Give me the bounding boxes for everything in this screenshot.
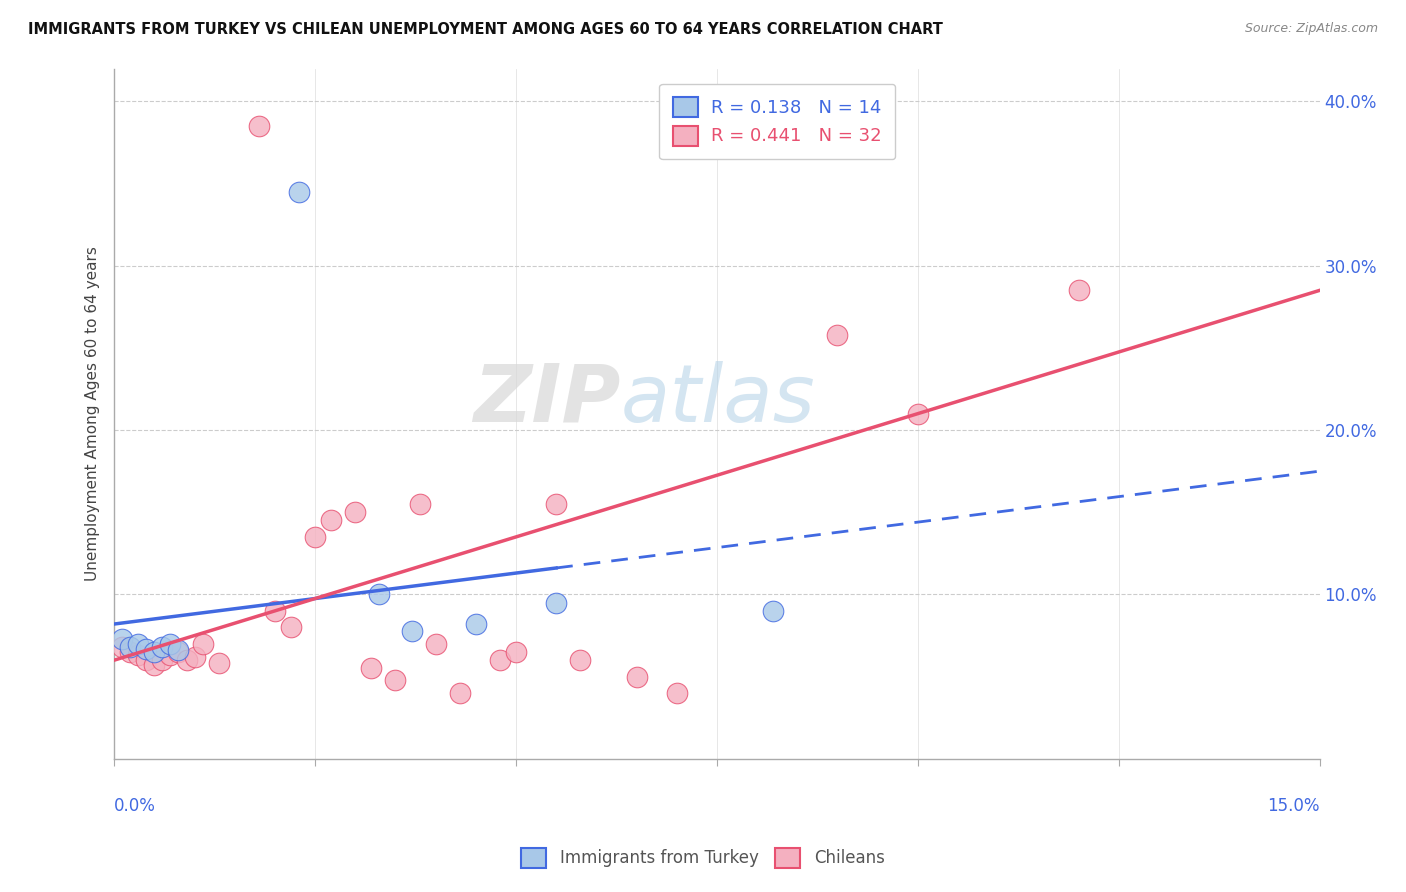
Text: Source: ZipAtlas.com: Source: ZipAtlas.com [1244, 22, 1378, 36]
Point [111, 632, 134, 646]
Text: atlas: atlas [620, 361, 815, 439]
Point [360, 661, 382, 675]
Point [152, 653, 174, 667]
Point [183, 649, 205, 664]
Point [665, 686, 688, 700]
Point [907, 407, 929, 421]
Point [280, 620, 302, 634]
Point [546, 497, 568, 511]
Y-axis label: Unemployment Among Ages 60 to 64 years: Unemployment Among Ages 60 to 64 years [86, 246, 100, 581]
Point [167, 645, 190, 659]
Point [127, 648, 149, 663]
Point [489, 653, 512, 667]
Text: ZIP: ZIP [472, 361, 620, 439]
Text: 15.0%: 15.0% [1267, 797, 1320, 814]
Point [401, 624, 423, 638]
Point [368, 587, 391, 601]
Point [159, 648, 181, 663]
Point [167, 643, 190, 657]
Point [321, 513, 343, 527]
Point [762, 604, 785, 618]
Point [159, 637, 181, 651]
Point [546, 596, 568, 610]
Legend: Immigrants from Turkey, Chileans: Immigrants from Turkey, Chileans [515, 841, 891, 875]
Point [247, 119, 270, 133]
Point [1067, 284, 1090, 298]
Point [264, 604, 287, 618]
Point [626, 670, 648, 684]
Point [464, 617, 486, 632]
Point [120, 645, 142, 659]
Point [127, 637, 149, 651]
Point [288, 185, 311, 199]
Point [135, 653, 157, 667]
Point [135, 641, 157, 656]
Point [569, 653, 592, 667]
Point [191, 637, 214, 651]
Point [304, 530, 326, 544]
Point [208, 657, 231, 671]
Point [120, 640, 142, 654]
Point [344, 505, 367, 519]
Point [449, 686, 471, 700]
Text: 0.0%: 0.0% [114, 797, 156, 814]
Point [827, 327, 849, 342]
Legend: R = 0.138   N = 14, R = 0.441   N = 32: R = 0.138 N = 14, R = 0.441 N = 32 [659, 84, 896, 160]
Point [111, 640, 134, 654]
Text: IMMIGRANTS FROM TURKEY VS CHILEAN UNEMPLOYMENT AMONG AGES 60 TO 64 YEARS CORRELA: IMMIGRANTS FROM TURKEY VS CHILEAN UNEMPL… [28, 22, 943, 37]
Point [384, 673, 406, 687]
Point [425, 637, 447, 651]
Point [143, 658, 166, 673]
Point [143, 645, 166, 659]
Point [408, 497, 430, 511]
Point [152, 640, 174, 654]
Point [505, 645, 527, 659]
Point [176, 653, 198, 667]
